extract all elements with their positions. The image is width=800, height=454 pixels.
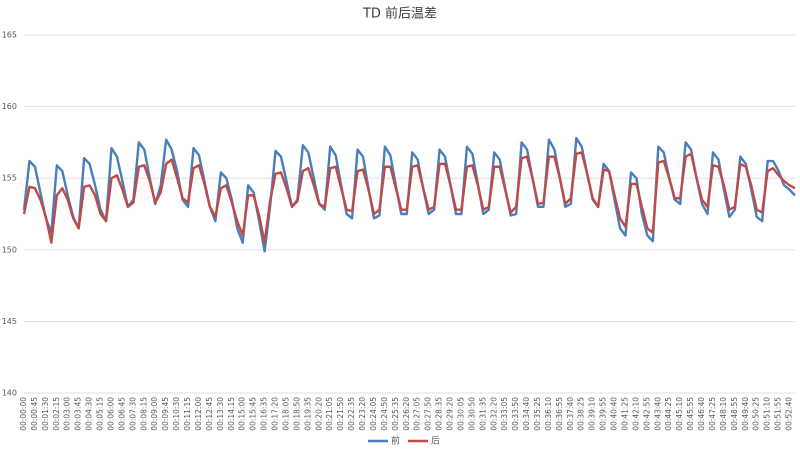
x-tick-label: 00:17:20 xyxy=(271,397,280,431)
x-tick-label: 00:43:40 xyxy=(653,397,662,431)
x-tick-label: 00:15:00 xyxy=(238,397,247,431)
x-tick-label: 00:31:35 xyxy=(478,397,487,431)
x-tick-label: 00:29:20 xyxy=(446,397,455,431)
x-tick-label: 00:12:00 xyxy=(194,397,203,431)
x-tick-label: 00:03:45 xyxy=(74,397,83,431)
x-tick-label: 00:30:50 xyxy=(467,397,476,431)
legend-label: 前 xyxy=(391,435,400,447)
x-tick-label: 00:09:00 xyxy=(150,397,159,431)
x-tick-label: 00:10:30 xyxy=(172,397,181,431)
legend-label: 后 xyxy=(431,436,440,447)
x-tick-label: 00:24:05 xyxy=(369,397,378,431)
x-tick-label: 00:51:55 xyxy=(774,397,783,431)
x-tick-label: 00:05:15 xyxy=(96,397,105,431)
x-tick-label: 00:20:20 xyxy=(314,397,323,431)
x-tick-label: 00:02:15 xyxy=(52,397,61,431)
x-tick-label: 00:42:10 xyxy=(631,397,640,431)
x-tick-label: 00:35:25 xyxy=(533,397,542,431)
x-tick-label: 00:44:25 xyxy=(664,397,673,431)
x-tick-label: 00:47:25 xyxy=(708,397,717,431)
x-tick-label: 00:52:40 xyxy=(785,397,794,431)
x-tick-label: 00:24:50 xyxy=(380,397,389,431)
x-tick-label: 00:48:55 xyxy=(730,397,739,431)
x-tick-label: 00:00:45 xyxy=(30,397,39,431)
x-tick-label: 00:12:45 xyxy=(205,397,214,431)
x-tick-label: 00:18:05 xyxy=(281,397,290,431)
x-tick-label: 00:07:30 xyxy=(128,397,137,431)
y-tick-label: 150 xyxy=(2,245,17,254)
x-tick-label: 00:30:05 xyxy=(456,397,465,431)
x-tick-label: 00:37:40 xyxy=(566,397,575,431)
x-tick-label: 00:15:45 xyxy=(249,397,258,431)
x-tick-label: 00:34:40 xyxy=(522,397,531,431)
x-tick-label: 00:45:55 xyxy=(686,397,695,431)
x-tick-label: 00:25:35 xyxy=(391,397,400,431)
x-tick-label: 00:28:35 xyxy=(435,397,444,431)
x-tick-label: 00:01:30 xyxy=(41,397,50,431)
x-tick-label: 00:09:45 xyxy=(161,397,170,431)
x-tick-label: 00:03:00 xyxy=(63,397,72,431)
x-tick-label: 00:48:10 xyxy=(719,397,728,431)
x-tick-label: 00:26:20 xyxy=(402,397,411,431)
x-tick-label: 00:06:45 xyxy=(117,397,126,431)
x-tick-label: 00:21:50 xyxy=(336,397,345,431)
x-tick-label: 00:19:35 xyxy=(303,397,312,431)
x-tick-label: 00:40:40 xyxy=(610,397,619,431)
x-tick-label: 00:32:20 xyxy=(489,397,498,431)
x-tick-label: 00:36:10 xyxy=(544,397,553,431)
x-tick-label: 00:16:35 xyxy=(260,397,269,431)
series-line xyxy=(22,151,796,244)
x-tick-label: 00:36:55 xyxy=(555,397,564,431)
x-tick-label: 00:08:15 xyxy=(139,397,148,431)
x-tick-label: 00:00:00 xyxy=(19,397,28,431)
x-tick-label: 00:51:10 xyxy=(763,397,772,431)
x-tick-label: 00:49:40 xyxy=(741,397,750,431)
x-tick-label: 00:33:05 xyxy=(500,397,509,431)
x-tick-label: 00:38:25 xyxy=(577,397,586,431)
x-tick-label: 00:27:05 xyxy=(413,397,422,431)
y-tick-label: 155 xyxy=(2,174,17,183)
x-tick-label: 00:39:55 xyxy=(599,397,608,431)
x-tick-label: 00:06:00 xyxy=(106,397,115,431)
x-tick-label: 00:39:10 xyxy=(588,397,597,431)
y-tick-label: 140 xyxy=(2,389,17,398)
y-tick-label: 165 xyxy=(2,31,17,40)
chart-title: TD 前后温差 xyxy=(362,6,437,22)
x-tick-label: 00:50:25 xyxy=(752,397,761,431)
x-tick-label: 00:04:30 xyxy=(85,397,94,431)
x-tick-label: 00:22:35 xyxy=(347,397,356,431)
x-tick-label: 00:42:55 xyxy=(642,397,651,431)
x-tick-label: 00:21:05 xyxy=(325,397,334,431)
x-tick-label: 00:18:50 xyxy=(292,397,301,431)
x-tick-label: 00:13:30 xyxy=(216,397,225,431)
x-tick-label: 00:33:50 xyxy=(511,397,520,431)
x-tick-label: 00:23:20 xyxy=(358,397,367,431)
x-tick-label: 00:46:40 xyxy=(697,397,706,431)
y-tick-label: 145 xyxy=(2,317,17,326)
x-tick-label: 00:11:15 xyxy=(183,397,192,431)
x-tick-label: 00:45:10 xyxy=(675,397,684,431)
x-tick-label: 00:14:15 xyxy=(227,397,236,431)
x-tick-label: 00:41:25 xyxy=(620,397,629,431)
x-tick-label: 00:27:50 xyxy=(424,397,433,431)
y-tick-label: 160 xyxy=(2,102,17,111)
